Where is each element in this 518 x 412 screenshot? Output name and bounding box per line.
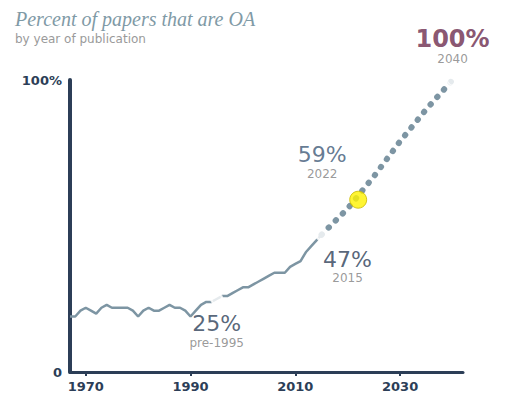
svg-text:47%: 47% [323,247,372,272]
svg-text:pre-1995: pre-1995 [189,336,244,350]
svg-text:1990: 1990 [172,379,208,394]
svg-text:100%: 100% [22,73,62,88]
svg-text:2040: 2040 [437,52,468,66]
svg-text:2030: 2030 [382,379,418,394]
svg-text:0: 0 [53,365,62,380]
svg-text:1970: 1970 [68,379,104,394]
svg-text:25%: 25% [192,311,241,336]
svg-text:2010: 2010 [277,379,313,394]
svg-text:59%: 59% [298,142,347,167]
svg-text:2022: 2022 [307,167,338,181]
svg-text:2015: 2015 [332,271,363,285]
svg-text:Percent of papers that are OA: Percent of papers that are OA [14,8,256,31]
svg-text:100%: 100% [415,25,489,53]
svg-text:by year of publication: by year of publication [15,32,146,46]
